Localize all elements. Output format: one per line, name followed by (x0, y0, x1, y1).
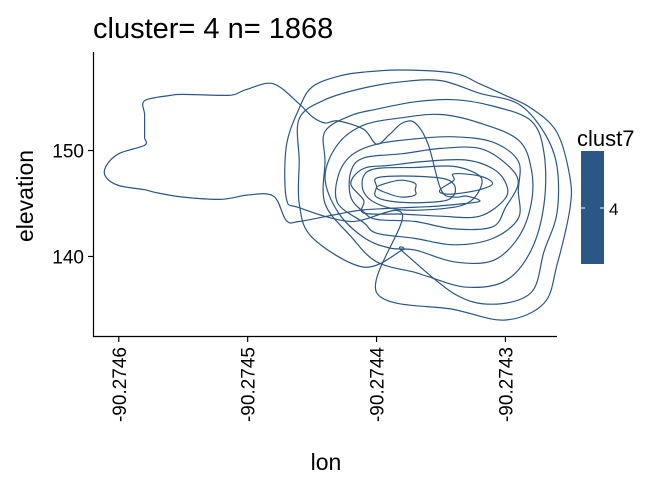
chart-title: cluster= 4 n= 1868 (93, 13, 333, 45)
contour-line-12 (438, 173, 494, 195)
x-tick-label: -90.2744 (368, 347, 389, 422)
contour-line-6 (334, 136, 521, 246)
x-tick-label: -90.2745 (239, 347, 260, 422)
contour-line-5 (324, 113, 534, 265)
legend-value-label: 4 (609, 200, 618, 219)
contour-line-11 (375, 179, 417, 198)
contour-line-1 (103, 82, 481, 224)
legend-title: clust7 (577, 126, 634, 151)
x-axis-label: lon (311, 449, 342, 475)
y-axis-ticks: 140 150 (52, 142, 93, 268)
contour-line-3 (296, 79, 560, 305)
x-tick-label: -90.2743 (496, 347, 517, 422)
y-tick-label: 140 (52, 247, 84, 268)
legend: clust7 4 (577, 126, 634, 264)
contour-lines (103, 69, 573, 321)
contour-line-9 (361, 165, 483, 211)
legend-color-bar (581, 151, 604, 264)
x-axis-ticks: -90.2746 -90.2745 -90.2744 -90.2743 (110, 337, 517, 422)
contour-line-2 (284, 69, 573, 321)
contour-line-10 (374, 175, 457, 204)
y-tick-label: 150 (52, 142, 84, 163)
x-tick-label: -90.2746 (110, 347, 131, 422)
contour-line-7 (348, 146, 519, 231)
y-axis-label: elevation (12, 150, 38, 242)
contour-line-8 (350, 158, 509, 219)
contour-line-4 (322, 98, 547, 288)
